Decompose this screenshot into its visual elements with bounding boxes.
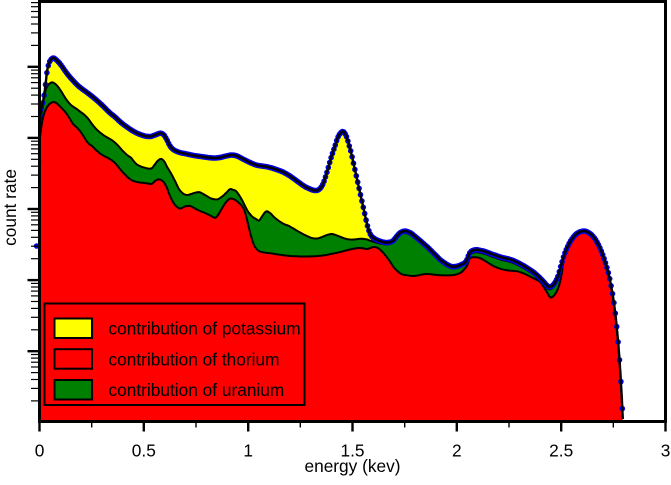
svg-text:energy (kev): energy (kev) [304, 456, 400, 476]
svg-text:0: 0 [35, 441, 45, 461]
svg-text:2.5: 2.5 [549, 441, 573, 461]
svg-text:2: 2 [452, 441, 462, 461]
svg-text:contribution of potassium: contribution of potassium [109, 319, 301, 339]
svg-text:count rate: count rate [0, 169, 20, 246]
svg-text:1: 1 [243, 441, 253, 461]
svg-text:contribution of thorium: contribution of thorium [109, 349, 280, 369]
svg-text:0.5: 0.5 [132, 441, 156, 461]
svg-text:1.5: 1.5 [340, 441, 364, 461]
svg-text:contribution of uranium: contribution of uranium [109, 380, 285, 400]
svg-text:3: 3 [661, 441, 671, 461]
